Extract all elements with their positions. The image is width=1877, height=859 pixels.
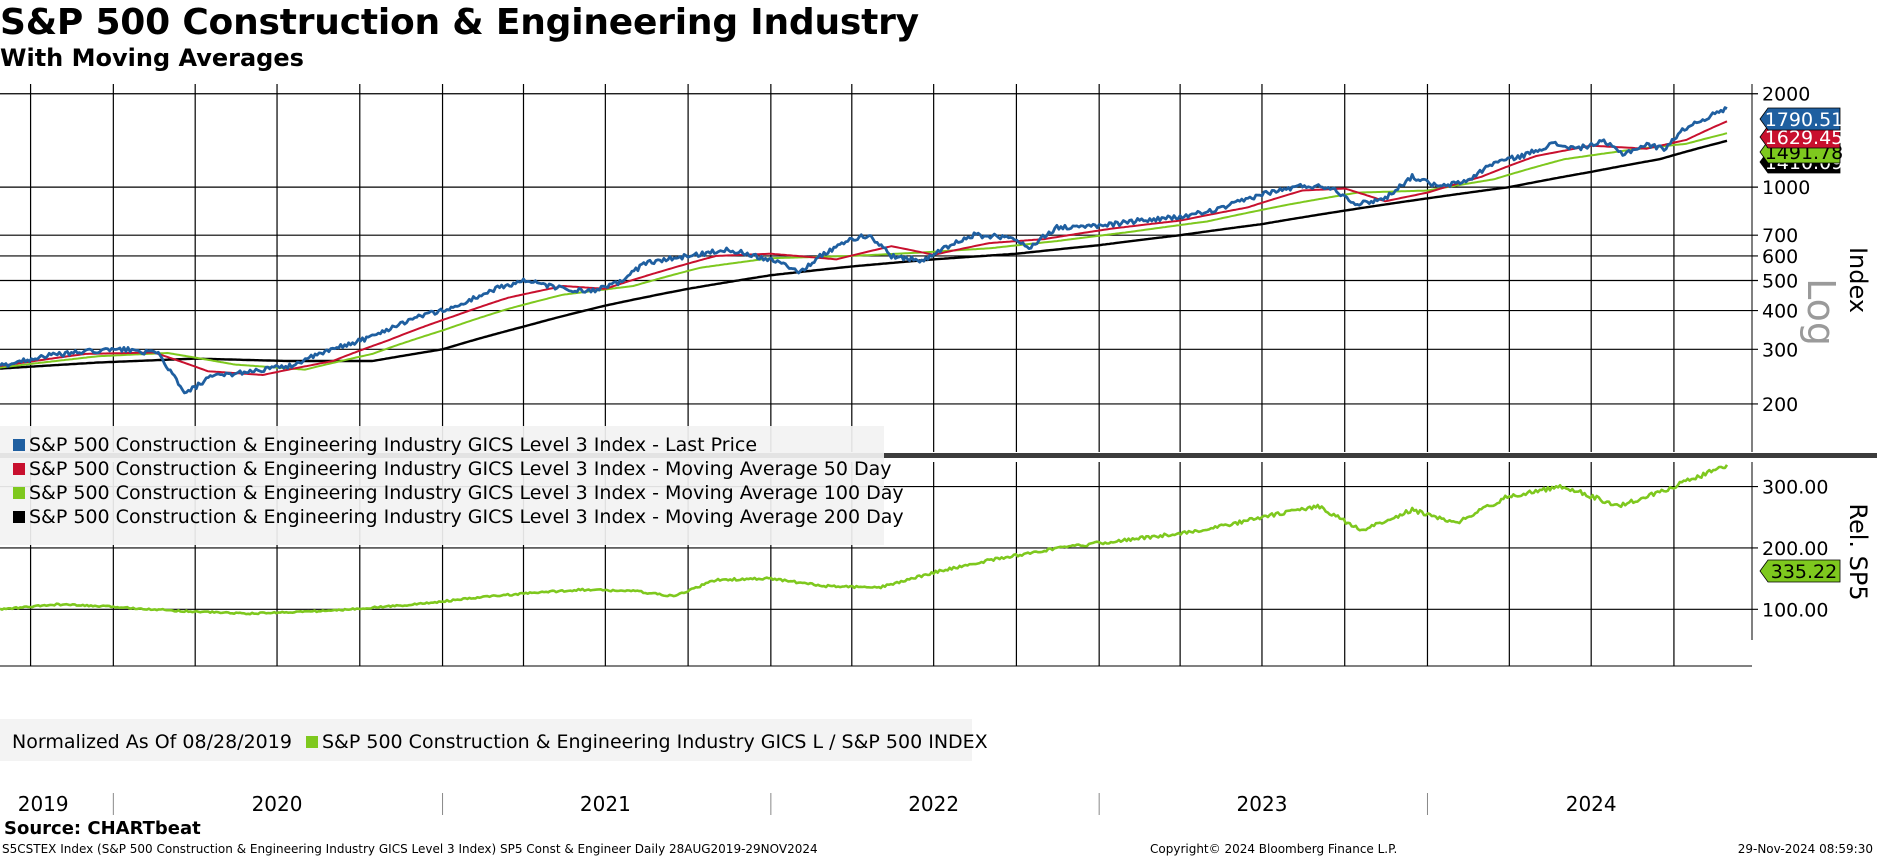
legend-label-ma50: S&P 500 Construction & Engineering Indus… <box>29 458 892 480</box>
legend-swatch-ma50 <box>13 463 25 475</box>
x-tick-label: 2019 <box>18 792 69 816</box>
lower-y-tick-label: 300.00 <box>1762 477 1828 499</box>
upper-legend: S&P 500 Construction & Engineering Indus… <box>0 426 904 545</box>
legend-swatch-last-price <box>13 439 25 451</box>
legend-label-last-price: S&P 500 Construction & Engineering Indus… <box>29 434 757 456</box>
last-value-tag-relative: 335.22 <box>1759 559 1841 583</box>
upper-legend-bg <box>0 426 884 545</box>
upper-axis-title: Index <box>1844 247 1872 313</box>
series-line-ma50 <box>0 120 1728 376</box>
log-scale-label: Log <box>1799 278 1843 346</box>
panel-separator <box>0 453 1877 458</box>
x-tick-label: 2024 <box>1566 792 1617 816</box>
lower-y-tick-label: 100.00 <box>1762 599 1828 621</box>
footer-timestamp: 29-Nov-2024 08:59:30 <box>1737 842 1873 856</box>
upper-y-tick-label: 600 <box>1762 246 1798 268</box>
upper-y-tick-label: 300 <box>1762 339 1798 361</box>
legend-swatch-ma200 <box>13 511 25 523</box>
normalized-note: Normalized As Of 08/28/2019 <box>12 731 292 753</box>
x-tick-label: 2022 <box>908 792 959 816</box>
series-line-last-price <box>0 106 1728 395</box>
last-value-tag-ma50: 1629.45 <box>1759 125 1844 149</box>
last-value-tag-last-price-shape <box>1759 107 1841 131</box>
last-value-tag-last-price-text: 1790.51 <box>1765 109 1844 131</box>
chart-subtitle: With Moving Averages <box>0 44 304 72</box>
upper-y-tick-label: 700 <box>1762 225 1798 247</box>
upper-y-tick-label: 400 <box>1762 301 1798 323</box>
legend-swatch-ma100 <box>13 487 25 499</box>
x-tick-label: 2023 <box>1237 792 1288 816</box>
upper-y-tick-label: 1000 <box>1762 177 1810 199</box>
legend-swatch-relative <box>306 736 318 748</box>
lower-y-tick-label: 200.00 <box>1762 538 1828 560</box>
series-line-ma200 <box>0 139 1728 370</box>
legend-label-ma100: S&P 500 Construction & Engineering Indus… <box>29 482 904 504</box>
footer-copyright: Copyright© 2024 Bloomberg Finance L.P. <box>1150 842 1398 856</box>
legend-label-relative: S&P 500 Construction & Engineering Indus… <box>322 731 988 753</box>
legend-label-ma200: S&P 500 Construction & Engineering Indus… <box>29 506 904 528</box>
last-value-tag-ma50-text: 1629.45 <box>1765 127 1844 149</box>
upper-plot-area <box>0 84 1752 452</box>
upper-y-tick-label: 500 <box>1762 271 1798 293</box>
last-value-tag-relative-shape <box>1759 559 1841 583</box>
lower-axis-title: Rel. SP5 <box>1844 503 1872 600</box>
upper-y-tick-label: 2000 <box>1762 84 1810 106</box>
last-value-tag-relative-text: 335.22 <box>1771 561 1837 583</box>
series-line-relative <box>0 464 1729 616</box>
x-tick-label: 2020 <box>252 792 303 816</box>
footer-description: S5CSTEX Index (S&P 500 Construction & En… <box>2 842 818 856</box>
lower-legend: Normalized As Of 08/28/2019 S&P 500 Const… <box>0 719 988 761</box>
upper-y-tick-label: 200 <box>1762 394 1798 416</box>
last-value-tag-last-price: 1790.51 <box>1759 107 1844 131</box>
lower-legend-bg <box>0 719 972 761</box>
source-label: Source: CHARTbeat <box>4 818 201 839</box>
x-tick-label: 2021 <box>580 792 631 816</box>
chart-title: S&P 500 Construction & Engineering Indus… <box>0 2 919 43</box>
